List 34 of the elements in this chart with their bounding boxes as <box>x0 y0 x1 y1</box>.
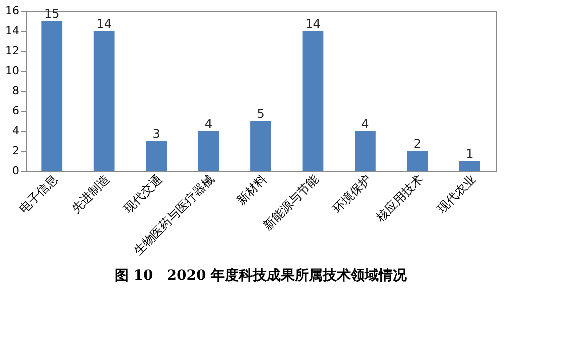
bar <box>146 141 167 171</box>
data-label: 4 <box>362 117 370 131</box>
text: 图 10 2020 年度科技成果所属技术领域情况 <box>114 267 408 284</box>
y-tick-label: 4 <box>12 124 20 138</box>
data-label: 5 <box>257 107 265 121</box>
bar <box>302 31 324 171</box>
x-tick-label: 新材料 <box>234 172 270 208</box>
x-tick-label: 先进制造 <box>68 172 113 216</box>
y-tick-label: 8 <box>12 84 20 98</box>
data-label: 2 <box>414 137 422 151</box>
bar <box>355 131 376 171</box>
data-label: 3 <box>152 127 160 141</box>
bar <box>250 121 272 171</box>
data-label: 1 <box>466 147 474 161</box>
x-tick-label: 现代交通 <box>121 172 166 216</box>
data-label: 14 <box>306 17 321 31</box>
y-tick-label: 0 <box>12 164 20 178</box>
y-tick-label: 2 <box>12 144 20 158</box>
data-label: 15 <box>44 7 60 21</box>
y-tick-label: 16 <box>6 4 20 18</box>
bar <box>94 31 115 171</box>
y-tick-label: 6 <box>12 104 20 118</box>
y-tick-label: 14 <box>6 24 20 38</box>
x-tick-label: 现代农业 <box>434 172 478 216</box>
y-tick-label: 10 <box>6 64 20 78</box>
x-tick-label: 环境保护 <box>330 172 374 216</box>
bar <box>198 131 220 171</box>
bar <box>407 151 428 171</box>
bar <box>459 161 480 171</box>
bar <box>42 21 63 171</box>
y-tick-label: 12 <box>6 44 20 58</box>
x-tick-label: 核应用技术 <box>373 172 426 226</box>
data-label: 4 <box>204 117 213 131</box>
data-label: 14 <box>96 17 112 31</box>
